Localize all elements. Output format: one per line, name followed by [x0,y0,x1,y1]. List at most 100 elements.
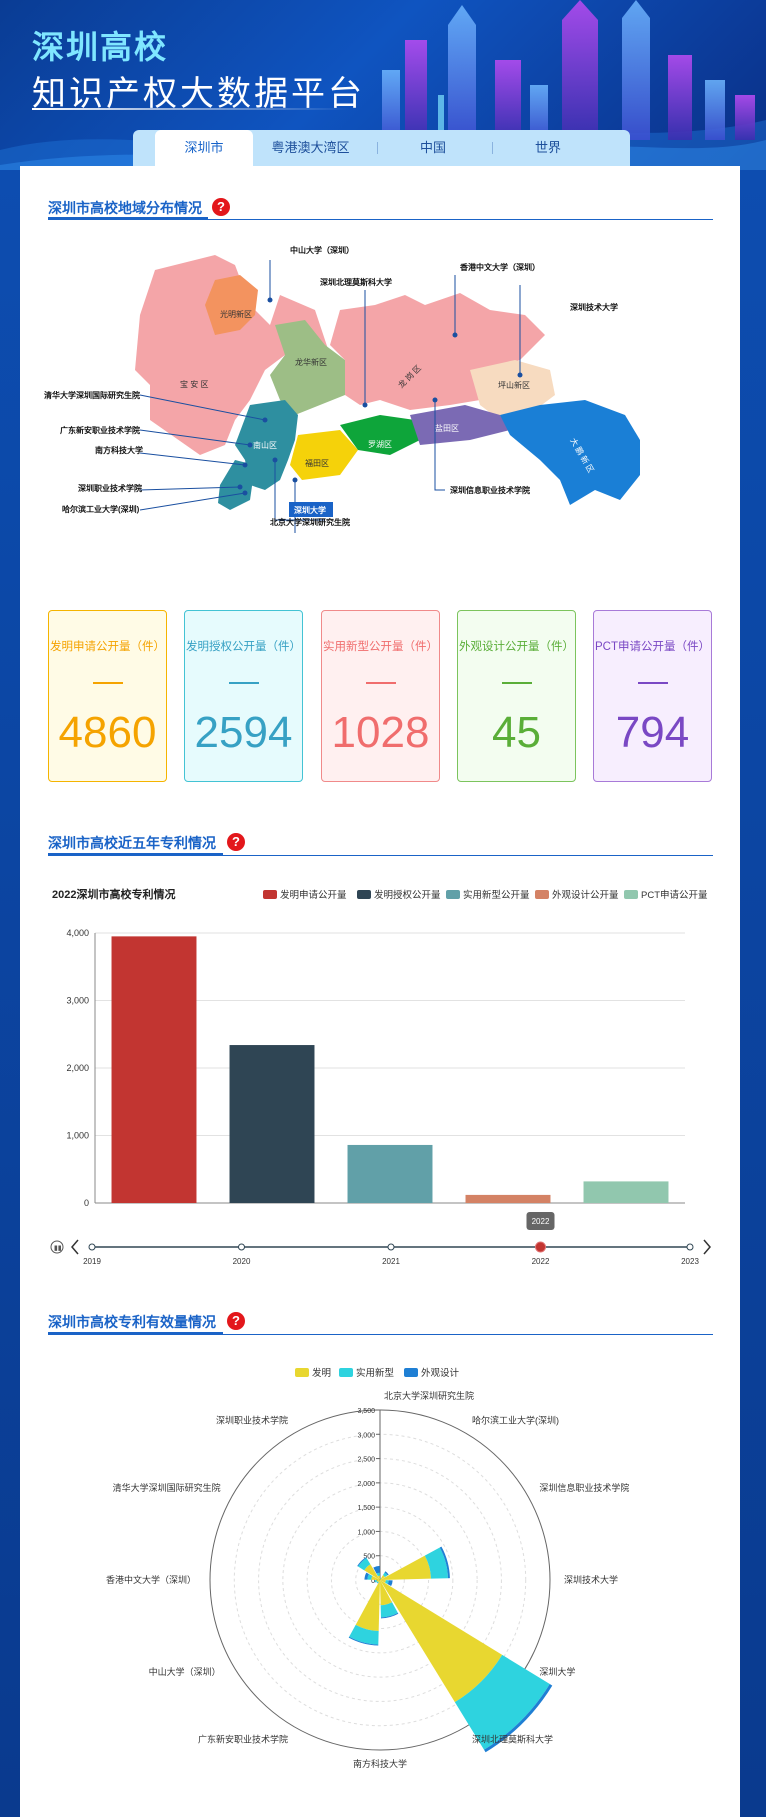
rose-sector [387,1580,393,1587]
stat-label: 外观设计公开量（件） [459,641,574,653]
category-label: 深圳北理莫斯科大学 [472,1733,553,1744]
rose-sector [358,1558,371,1571]
stat-label: 发明申请公开量（件） [50,641,165,653]
timeline-year-label: 2020 [233,1257,251,1266]
timeline-point [88,1243,96,1251]
stat-card-utility-model: 实用新型公开量（件） 1028 [321,610,440,782]
university-label: 南方科技大学 [95,445,143,455]
legend-swatch [263,890,277,899]
radius-tick-label: 3,000 [357,1432,375,1439]
university-label: 深圳职业技术学院 [78,483,142,493]
university-label: 北京大学深圳研究生院 [270,517,350,527]
section-title-map: 深圳市高校地域分布情况 [48,200,202,216]
shenzhen-district-map: 光明新区 宝 安 区 龙华新区 龙 岗 区 坪山新区 南山区 福田区 罗湖区 盐… [44,245,640,533]
rose-sector [364,1572,369,1580]
university-label: 哈尔滨工业大学(深圳) [62,504,140,514]
district-label: 罗湖区 [368,440,392,449]
stat-label: 发明授权公开量（件） [186,641,301,653]
university-label: 深圳北理莫斯科大学 [320,277,392,287]
legend-label: 外观设计公开量 [552,889,619,901]
legend-swatch [295,1368,309,1377]
y-tick-label: 3,000 [66,996,89,1006]
bar [465,1194,551,1203]
stat-label: PCT申请公开量（件） [595,641,710,653]
y-tick-label: 2,000 [66,1063,89,1073]
district-label: 宝 安 区 [180,379,208,389]
tab-china[interactable]: 中国 [419,140,446,155]
legend-label: 实用新型 [356,1367,395,1379]
category-label: 香港中文大学（深圳） [106,1574,196,1585]
tab-divider [377,142,378,154]
tab-gba[interactable]: 粤港澳大湾区 [271,140,350,155]
section-divider-accent [48,217,208,220]
help-icon[interactable]: ? [227,833,245,851]
y-tick-label: 1,000 [66,1131,89,1141]
stat-value: 794 [615,708,690,757]
rose-sector [376,1581,379,1584]
rose-sector [377,1580,380,1583]
stat-value: 4860 [58,708,157,757]
legend-swatch [357,890,371,899]
rose-sector [355,1580,380,1631]
rose-sector [367,1573,373,1580]
stat-card-invention-grant: 发明授权公开量（件） 2594 [184,610,303,782]
rose-sector [380,1580,393,1606]
district-pingshan [470,360,555,420]
category-label: 清华大学深圳国际研究生院 [113,1482,221,1493]
legend-label: 发明申请公开量 [280,889,347,901]
section-divider-accent [48,853,223,856]
rose-sector [380,1555,431,1580]
bar [583,1181,669,1203]
section-divider-accent [48,1332,223,1335]
stat-divider [638,682,668,684]
district-label: 坪山新区 [498,380,530,390]
category-label: 深圳大学 [539,1666,575,1677]
radius-tick-label: 1,000 [357,1529,375,1536]
help-icon[interactable]: ? [227,1312,245,1330]
stat-divider [366,682,396,684]
region-tabs: 深圳市 粤港澳大湾区 中国 世界 [133,130,630,166]
radius-tick-label: 2,500 [357,1457,375,1464]
rose-sector [374,1580,376,1583]
category-label: 南方科技大学 [353,1758,407,1769]
timeline-tooltip-label: 2022 [532,1217,550,1226]
rose-sector [380,1580,503,1703]
rose-sector [380,1580,386,1583]
stat-divider [93,682,123,684]
district-label: 盐田区 [435,423,459,433]
section-divider [48,219,713,220]
radius-tick-label: 3,500 [357,1408,375,1415]
district-longhua [270,320,345,415]
tab-world[interactable]: 世界 [534,140,561,155]
district-luohu [340,415,420,455]
section-divider [48,1334,713,1335]
radius-tick-label: 1,500 [357,1505,375,1512]
district-longgang [330,293,545,410]
section-title-bar: 深圳市高校近五年专利情况 [48,835,216,851]
y-tick-label: 0 [84,1198,89,1208]
category-label: 哈尔滨工业大学(深圳) [472,1415,559,1426]
timeline-year-label: 2022 [532,1257,550,1266]
rose-sector [380,1578,381,1580]
rose-sector [380,1612,399,1619]
timeline-year-label: 2019 [83,1257,101,1266]
stat-card-design: 外观设计公开量（件） 45 [457,610,576,782]
timeline-play-icon [50,1240,64,1254]
rose-sector [364,1564,380,1580]
rose-sector [348,1636,379,1646]
rose-sector [383,1572,388,1577]
rose-sector [374,1580,378,1583]
district-label: 福田区 [305,459,329,468]
legend-label: 实用新型公开量 [463,889,530,901]
radius-tick-label: 500 [363,1554,375,1561]
university-label: 广东新安职业技术学院 [60,425,140,435]
tab-shenzhen[interactable]: 深圳市 [155,130,253,166]
help-icon[interactable]: ? [212,198,230,216]
rose-sector [376,1580,380,1582]
stat-divider [229,682,259,684]
district-guangming [205,275,258,335]
timeline-point [238,1243,245,1251]
rose-sector [380,1575,385,1580]
university-label: 香港中文大学（深圳） [459,262,540,272]
timeline-play-glyph: ▮▮ [54,1245,62,1252]
